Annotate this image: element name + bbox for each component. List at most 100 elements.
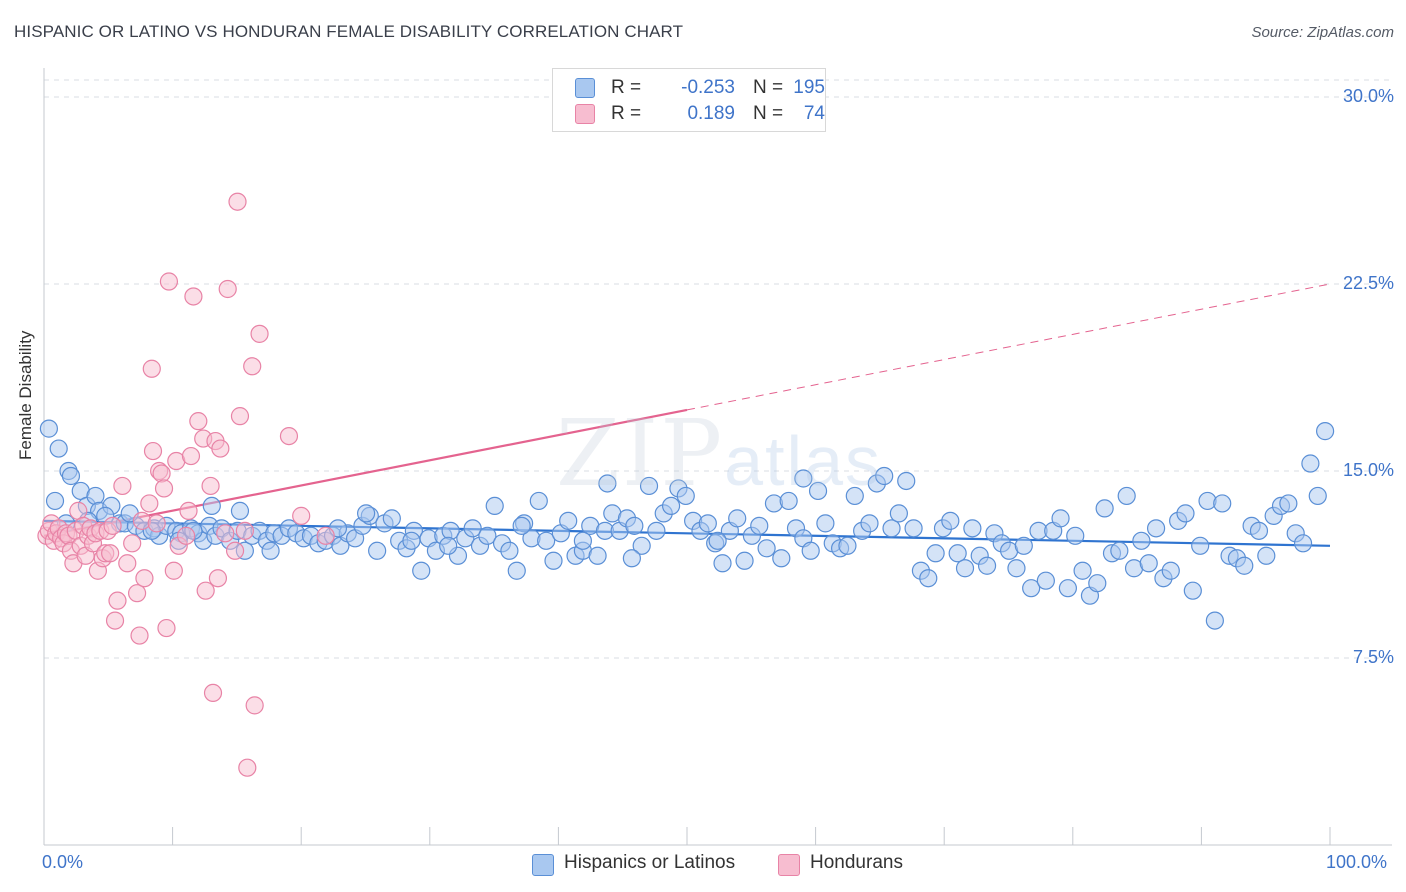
hispanics-point xyxy=(1146,519,1166,538)
hondurans-point xyxy=(216,524,235,543)
legend-r-label: R = xyxy=(611,103,642,124)
bottom-legend-label: Hispanics or Latinos xyxy=(564,852,736,873)
legend-swatch-pink xyxy=(575,104,595,124)
hondurans-point xyxy=(159,272,179,291)
hondurans-point xyxy=(292,506,311,525)
hispanics-point xyxy=(1183,581,1202,600)
hondurans-point xyxy=(142,359,161,378)
hispanics-point xyxy=(622,549,641,568)
hispanics-point xyxy=(1051,509,1070,528)
hispanics-point xyxy=(1176,504,1195,523)
legend-n-label: N = xyxy=(753,77,784,98)
legend-r-label: R = xyxy=(611,77,642,98)
hispanics-point xyxy=(750,516,769,535)
hispanics-point xyxy=(439,536,458,555)
axes xyxy=(43,68,1392,846)
hondurans-point xyxy=(238,758,257,777)
hispanics-point xyxy=(1139,554,1158,573)
hispanics-point xyxy=(661,496,681,516)
hondurans-point xyxy=(164,561,183,580)
hondurans-point xyxy=(181,446,201,466)
hispanics-point xyxy=(1279,494,1298,513)
y-tick-label-15: 15.0% xyxy=(1342,460,1394,480)
hispanics-point xyxy=(639,476,659,496)
hispanics-point xyxy=(1213,494,1232,513)
hondurans-point xyxy=(154,479,174,498)
hondurans-point xyxy=(203,683,223,703)
hispanics-point xyxy=(485,496,504,516)
hispanics-point xyxy=(1117,486,1136,506)
hispanics-point xyxy=(1308,486,1327,506)
hispanics-point xyxy=(801,541,820,560)
x-tick-label-min: 0.0% xyxy=(42,852,84,872)
hispanics-point xyxy=(368,541,387,560)
hondurans-point xyxy=(127,584,147,603)
hispanics-point xyxy=(625,516,644,535)
hispanics-point xyxy=(1205,611,1224,630)
hispanics-point xyxy=(1293,534,1313,553)
hondurans-point xyxy=(135,569,154,588)
hispanics-point xyxy=(977,556,997,575)
hispanics-point xyxy=(529,491,548,511)
hispanics-point xyxy=(1036,571,1055,590)
hondurans-point xyxy=(235,521,254,540)
hondurans-point xyxy=(157,618,176,638)
hispanics-point xyxy=(1022,579,1041,598)
hispanics-point xyxy=(463,519,482,538)
hispanics-point xyxy=(838,536,857,555)
hispanics-point xyxy=(713,554,732,573)
legend-n-value: 74 xyxy=(803,103,825,124)
hispanics-point xyxy=(402,531,421,550)
hispanics-point xyxy=(676,486,695,506)
source-label: Source: ZipAtlas.com xyxy=(1251,24,1394,41)
hondurans-point xyxy=(184,287,203,306)
hispanics-point xyxy=(1007,559,1026,578)
hispanics-point xyxy=(39,419,58,438)
hispanics-point xyxy=(1191,536,1210,555)
hispanics-point xyxy=(708,531,727,550)
hispanics-point xyxy=(757,539,776,558)
bottom-legend-label: Hondurans xyxy=(810,852,903,873)
hispanics-point xyxy=(1132,531,1151,550)
hispanics-point xyxy=(1014,536,1033,555)
bottom-legend-swatch-blue xyxy=(532,854,554,876)
correlation-legend: R = -0.253 N = 195 R = 0.189 N = 74 xyxy=(552,68,826,132)
hispanics-point xyxy=(647,521,666,540)
hispanics-point xyxy=(1235,556,1254,575)
hispanics-point xyxy=(49,439,68,458)
x-tick-label-max: 100.0% xyxy=(1326,852,1388,872)
hispanics-point xyxy=(875,466,894,486)
hispanics-point xyxy=(202,496,221,516)
hispanics-point xyxy=(512,516,531,535)
hispanics-point xyxy=(507,561,526,580)
hispanics-point xyxy=(926,544,945,563)
hispanics-point xyxy=(1301,454,1320,473)
hondurans-point xyxy=(143,441,163,461)
legend-r-value: 0.189 xyxy=(687,103,735,124)
legend-r-value: -0.253 xyxy=(681,77,735,98)
hispanics-point xyxy=(1066,526,1085,545)
bottom-legend-swatch-pink xyxy=(778,854,800,876)
hispanics-point xyxy=(500,541,519,560)
hispanics-point xyxy=(261,541,280,560)
hondurans-point xyxy=(196,581,215,600)
series-hondurans-points xyxy=(37,192,335,777)
hondurans-trend-line-dashed xyxy=(686,283,1331,411)
hondurans-point xyxy=(279,426,299,446)
hondurans-point xyxy=(152,464,171,483)
hispanics-point xyxy=(412,561,431,580)
hispanics-point xyxy=(919,569,938,588)
hispanics-point xyxy=(1088,574,1107,593)
hispanics-point xyxy=(1073,561,1092,580)
hispanics-point xyxy=(478,526,497,545)
hondurans-point xyxy=(108,591,127,610)
hispanics-point xyxy=(889,504,908,523)
hispanics-point xyxy=(1161,561,1180,580)
hispanics-point xyxy=(735,551,754,570)
hondurans-point xyxy=(230,407,250,426)
hispanics-point xyxy=(816,514,835,533)
hispanics-point xyxy=(357,504,376,523)
hispanics-point xyxy=(779,491,798,511)
hondurans-point xyxy=(211,439,230,458)
